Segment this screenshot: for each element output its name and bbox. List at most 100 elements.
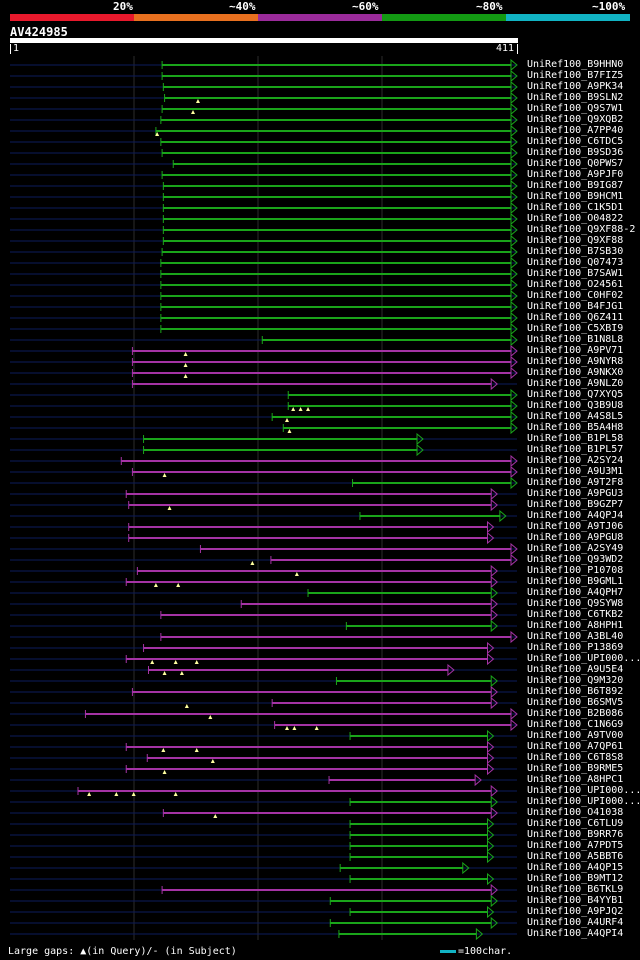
hit-label-link[interactable]: UniRef100_B7FIZ5 bbox=[527, 70, 624, 81]
hit-label-link[interactable]: UniRef100_B7SB30 bbox=[527, 246, 624, 257]
hit-label-link[interactable]: UniRef100_Q07473 bbox=[527, 257, 624, 268]
hit-label-link[interactable]: UniRef100_A4S8L5 bbox=[527, 411, 624, 422]
query-start-tick bbox=[10, 44, 11, 54]
hit-label-link[interactable]: UniRef100_A9NYR8 bbox=[527, 356, 624, 367]
hit-label-link[interactable]: UniRef100_A9PJF0 bbox=[527, 169, 624, 180]
legend-label-20: 20% bbox=[113, 0, 133, 13]
hit-label-link[interactable]: UniRef100_A7QP61 bbox=[527, 741, 624, 752]
hit-label-link[interactable]: UniRef100_B2B086 bbox=[527, 708, 624, 719]
alignment-arrow bbox=[510, 630, 518, 644]
hit-label-link[interactable]: UniRef100_A4QPJ4 bbox=[527, 510, 624, 521]
hit-label-link[interactable]: UniRef100_A9PK34 bbox=[527, 81, 624, 92]
hit-label-link[interactable]: UniRef100_A7PDT5 bbox=[527, 840, 624, 851]
hit-label-link[interactable]: UniRef100_A8HPH1 bbox=[527, 620, 624, 631]
hit-label-link[interactable]: UniRef100_B6T892 bbox=[527, 686, 624, 697]
hit-label-link[interactable]: UniRef100_A9PV71 bbox=[527, 345, 624, 356]
alignment-arrow bbox=[490, 564, 498, 578]
hit-label-link[interactable]: UniRef100_Q9SYW8 bbox=[527, 598, 624, 609]
alignment-arrow bbox=[510, 410, 518, 424]
alignment-arrow bbox=[510, 355, 518, 369]
hit-label-link[interactable]: UniRef100_Q0PWS7 bbox=[527, 158, 624, 169]
query-bar bbox=[10, 38, 518, 43]
hit-label-link[interactable]: UniRef100_C1N6G9 bbox=[527, 719, 624, 730]
alignment-arrow bbox=[447, 663, 455, 677]
hit-label-link[interactable]: UniRef100_B1PL57 bbox=[527, 444, 624, 455]
hit-label-link[interactable]: UniRef100_O04822 bbox=[527, 213, 624, 224]
query-gap-marker bbox=[162, 473, 167, 477]
alignment-arrow bbox=[490, 916, 498, 930]
hit-label-link[interactable]: UniRef100_A9U5E4 bbox=[527, 664, 624, 675]
hit-label-link[interactable]: UniRef100_Q6Z411 bbox=[527, 312, 624, 323]
hit-label-link[interactable]: UniRef100_A9PGU8 bbox=[527, 532, 624, 543]
query-gap-marker bbox=[176, 583, 181, 587]
hit-label-link[interactable]: UniRef100_A8HPC1 bbox=[527, 774, 624, 785]
hit-label-link[interactable]: UniRef100_Q9XQB2 bbox=[527, 114, 624, 125]
hit-label-link[interactable]: UniRef100_B1PL58 bbox=[527, 433, 624, 444]
hit-label-link[interactable]: UniRef100_P13869 bbox=[527, 642, 624, 653]
hit-label-link[interactable]: UniRef100_C1K5D1 bbox=[527, 202, 624, 213]
hit-label-link[interactable]: UniRef100_A4QPH7 bbox=[527, 587, 624, 598]
query-gap-marker bbox=[167, 506, 172, 510]
alignment-arrow bbox=[490, 795, 498, 809]
hit-label-link[interactable]: UniRef100_B9HHN0 bbox=[527, 59, 624, 70]
hit-label-link[interactable]: UniRef100_B9HCM1 bbox=[527, 191, 624, 202]
hit-label-link[interactable]: UniRef100_A2SY24 bbox=[527, 455, 624, 466]
hit-label-link[interactable]: UniRef100_B6TKL9 bbox=[527, 884, 624, 895]
hit-label-link[interactable]: UniRef100_O24561 bbox=[527, 279, 624, 290]
hit-label-link[interactable]: UniRef100_A9NKX0 bbox=[527, 367, 624, 378]
hit-label-link[interactable]: UniRef100_A7PP40 bbox=[527, 125, 624, 136]
hit-label-link[interactable]: UniRef100_Q9S7W1 bbox=[527, 103, 624, 114]
hit-label-link[interactable]: UniRef100_C0HF02 bbox=[527, 290, 624, 301]
hit-label-link[interactable]: UniRef100_O41038 bbox=[527, 807, 624, 818]
hit-label-link[interactable]: UniRef100_A9U3M1 bbox=[527, 466, 624, 477]
hit-label-link[interactable]: UniRef100_A5BBT6 bbox=[527, 851, 624, 862]
hit-label-link[interactable]: UniRef100_B4YYB1 bbox=[527, 895, 624, 906]
hit-label-link[interactable]: UniRef100_B9RME5 bbox=[527, 763, 624, 774]
hit-label-link[interactable]: UniRef100_A4URF4 bbox=[527, 917, 624, 928]
hit-label-link[interactable]: UniRef100_B1N8L8 bbox=[527, 334, 624, 345]
hit-label-link[interactable]: UniRef100_A9NLZ0 bbox=[527, 378, 624, 389]
alignment-arrow bbox=[510, 344, 518, 358]
hit-label-link[interactable]: UniRef100_B6SMV5 bbox=[527, 697, 624, 708]
hit-label-link[interactable]: UniRef100_Q9M320 bbox=[527, 675, 624, 686]
hit-label-link[interactable]: UniRef100_C5XBI9 bbox=[527, 323, 624, 334]
hit-label-link[interactable]: UniRef100_Q7XYQ5 bbox=[527, 389, 624, 400]
hit-label-link[interactable]: UniRef100_Q9XF88 bbox=[527, 235, 624, 246]
hit-label-link[interactable]: UniRef100_UPI000... bbox=[527, 653, 640, 664]
alignment-arrow bbox=[487, 520, 495, 534]
hit-label-link[interactable]: UniRef100_A9TV00 bbox=[527, 730, 624, 741]
hit-label-link[interactable]: UniRef100_B9GML1 bbox=[527, 576, 624, 587]
hit-label-link[interactable]: UniRef100_A9TJ06 bbox=[527, 521, 624, 532]
hit-label-link[interactable]: UniRef100_B9SLN2 bbox=[527, 92, 624, 103]
hit-label-link[interactable]: UniRef100_B7SAW1 bbox=[527, 268, 624, 279]
hit-label-link[interactable]: UniRef100_Q3B9U8 bbox=[527, 400, 624, 411]
hit-label-link[interactable]: UniRef100_P10708 bbox=[527, 565, 624, 576]
alignment-arrow bbox=[487, 828, 495, 842]
hit-label-link[interactable]: UniRef100_A9T2F8 bbox=[527, 477, 624, 488]
hit-label-link[interactable]: UniRef100_A3BL40 bbox=[527, 631, 624, 642]
alignment-arrow bbox=[474, 773, 482, 787]
alignment-arrow bbox=[510, 157, 518, 171]
hit-label-link[interactable]: UniRef100_Q93WD2 bbox=[527, 554, 624, 565]
hit-label-link[interactable]: UniRef100_B9SD36 bbox=[527, 147, 624, 158]
hit-label-link[interactable]: UniRef100_B9GZP7 bbox=[527, 499, 624, 510]
hit-label-link[interactable]: UniRef100_A4QPI4 bbox=[527, 928, 624, 939]
hit-label-link[interactable]: UniRef100_B9IG87 bbox=[527, 180, 624, 191]
hit-label-link[interactable]: UniRef100_B4FJG1 bbox=[527, 301, 624, 312]
hit-label-link[interactable]: UniRef100_A2SY49 bbox=[527, 543, 624, 554]
hit-label-link[interactable]: UniRef100_B9RR76 bbox=[527, 829, 624, 840]
hit-label-link[interactable]: UniRef100_C6TDC5 bbox=[527, 136, 624, 147]
hit-label-link[interactable]: UniRef100_C6TKB2 bbox=[527, 609, 624, 620]
hit-label-link[interactable]: UniRef100_A9PJQ2 bbox=[527, 906, 624, 917]
hit-label-link[interactable]: UniRef100_B9MT12 bbox=[527, 873, 624, 884]
alignment-arrow bbox=[490, 597, 498, 611]
query-gap-marker bbox=[306, 407, 311, 411]
hit-label-link[interactable]: UniRef100_B5A4H8 bbox=[527, 422, 624, 433]
hit-label-link[interactable]: UniRef100_UPI000... bbox=[527, 796, 640, 807]
hit-label-link[interactable]: UniRef100_C6TLU9 bbox=[527, 818, 624, 829]
hit-label-link[interactable]: UniRef100_C6T8S8 bbox=[527, 752, 624, 763]
hit-label-link[interactable]: UniRef100_A9PGU3 bbox=[527, 488, 624, 499]
hit-label-link[interactable]: UniRef100_Q9XF88-2 bbox=[527, 224, 636, 235]
hit-label-link[interactable]: UniRef100_UPI000... bbox=[527, 785, 640, 796]
hit-label-link[interactable]: UniRef100_A4QP15 bbox=[527, 862, 624, 873]
